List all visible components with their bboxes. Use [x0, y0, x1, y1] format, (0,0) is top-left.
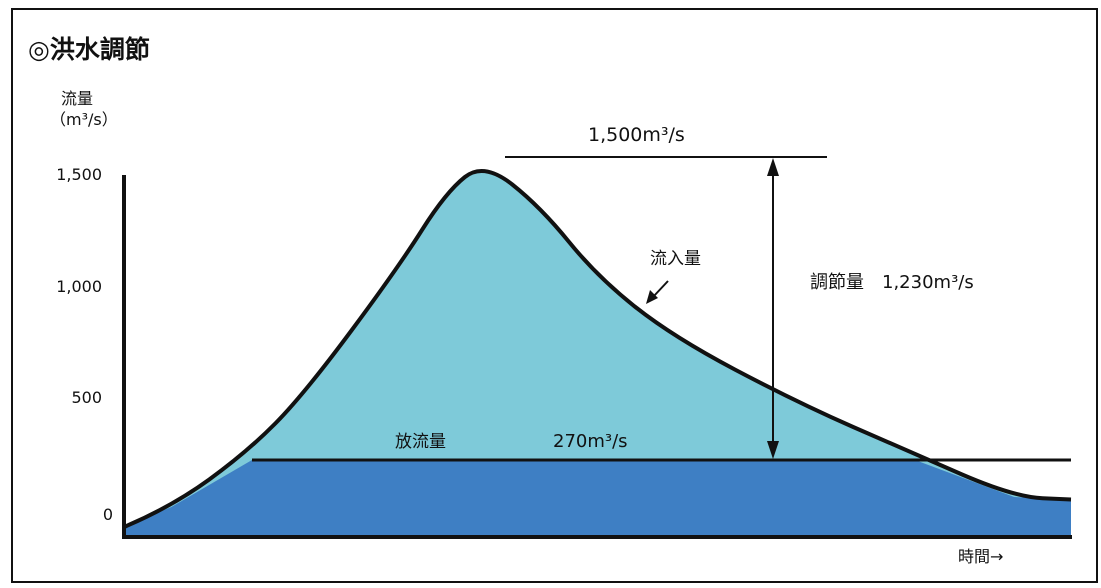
peak-label: 1,500m³/s — [588, 124, 685, 146]
regulation-label: 調節量 1,230m³/s — [810, 272, 974, 293]
outflow-area — [124, 460, 1071, 537]
inflow-area — [124, 171, 1071, 537]
outflow-label: 放流量 — [395, 432, 446, 452]
outflow-value: 270m³/s — [553, 431, 628, 452]
y-tick-label: 0 — [103, 505, 113, 524]
y-tick-label: 1,500 — [56, 165, 102, 184]
y-tick-labels: 1,500 1,000 500 0 — [56, 165, 113, 524]
chart-title: ◎洪水調節 — [28, 35, 150, 64]
y-tick-label: 500 — [71, 388, 102, 407]
regulation-arrow — [767, 158, 779, 459]
y-axis-unit: （m³/s） — [50, 110, 118, 129]
x-axis-label: 時間→ — [958, 547, 1003, 566]
inflow-pointer-arrow — [646, 280, 669, 304]
y-axis-label: 流量 — [61, 89, 93, 108]
inflow-line — [123, 169, 1072, 529]
y-tick-label: 1,000 — [56, 277, 102, 296]
inflow-label: 流入量 — [650, 249, 701, 269]
